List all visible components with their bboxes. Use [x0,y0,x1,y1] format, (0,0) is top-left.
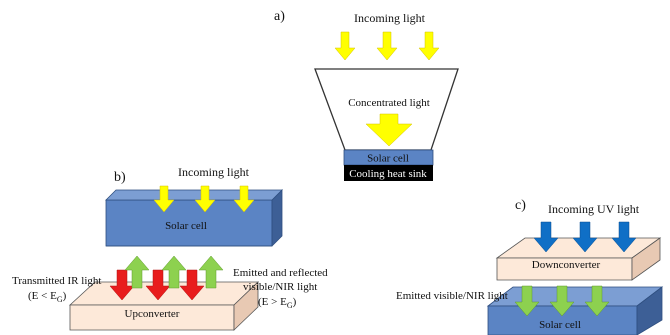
panel-a-label: a) [274,9,285,24]
panel-c-solar-cell-top [488,287,662,306]
panel-b-solar-cell-label: Solar cell [165,220,207,232]
upconverter-label: Upconverter [125,308,180,320]
incoming-light-arrow [377,32,397,60]
transmitted-ir-label: Transmitted IR light [12,275,101,287]
incoming-light-arrow [335,32,355,60]
panel-c: c) Incoming UV light Downconverter Solar… [396,198,662,335]
transmitted-ir-energy: (E < EG) [28,290,67,304]
panel-b-incoming-light-label: Incoming light [178,165,250,179]
panel-a-solar-cell-label: Solar cell [367,153,409,165]
downconverter-label: Downconverter [532,259,601,271]
emitted-reflected-label: Emitted and reflected [233,267,328,279]
incoming-uv-light-label: Incoming UV light [548,202,640,216]
panel-b: b) Incoming light Solar cell Upconverter… [12,165,328,330]
cooling-heat-sink-label: Cooling heat sink [349,168,427,180]
emitted-visible-nir-label: Emitted visible/NIR light [396,290,508,302]
panel-c-solar-cell-label: Solar cell [539,319,581,331]
emitted-reflected-label-2: visible/NIR light [243,281,317,293]
panel-c-label: c) [515,198,526,213]
panel-a-incoming-light-label: Incoming light [354,11,426,25]
emitted-energy: (E > EG) [258,296,297,310]
panel-a: a) Incoming light Concentrated light Sol… [274,9,458,181]
incoming-light-arrow [419,32,439,60]
panel-b-solar-cell-back [106,190,282,200]
panel-b-label: b) [114,170,126,185]
concentrated-light-label: Concentrated light [348,97,430,109]
